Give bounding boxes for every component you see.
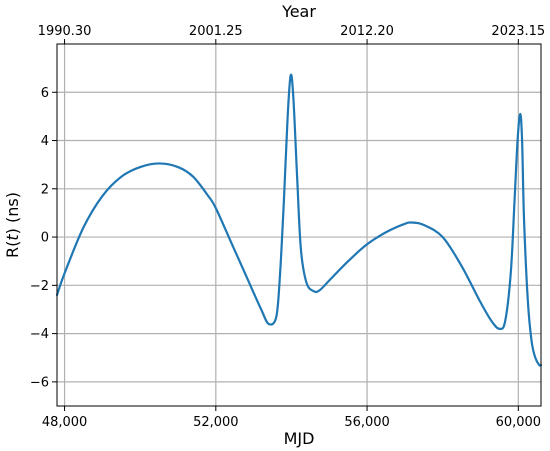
y-axis-title: R(t) (ns) [3,192,22,258]
bottom-ticks: 48,000 52,000 56,000 60,000 [42,406,541,430]
top-tick-label: 2001.25 [189,24,243,39]
grid [57,44,541,406]
x-tick-label: 60,000 [496,415,542,430]
top-axis-title: Year [281,2,316,21]
top-tick-label: 2012.20 [340,24,394,39]
x-axis-title: MJD [284,429,315,448]
x-tick-label: 52,000 [193,415,239,430]
top-ticks: 1990.30 2001.25 2012.20 2023.15 [38,24,545,44]
x-tick-label: 56,000 [344,415,390,430]
y-tick-label: −6 [30,375,49,390]
data-series-line [55,73,543,367]
y-axis-title-suffix: ) (ns) [3,192,22,234]
plot-frame [56,43,542,407]
y-tick-label: 4 [41,134,49,149]
left-ticks: −6 −4 −2 0 2 4 6 [30,86,57,390]
x-tick-label: 48,000 [42,415,88,430]
y-tick-label: 6 [41,86,49,101]
y-axis-title-var: t [3,234,22,241]
y-axis-title-prefix: R( [3,241,22,258]
y-tick-label: −4 [30,327,49,342]
y-tick-label: 0 [41,231,49,246]
y-tick-label: 2 [41,182,49,197]
top-tick-label: 1990.30 [38,24,92,39]
top-tick-label: 2023.15 [491,24,545,39]
y-tick-label: −2 [30,279,49,294]
